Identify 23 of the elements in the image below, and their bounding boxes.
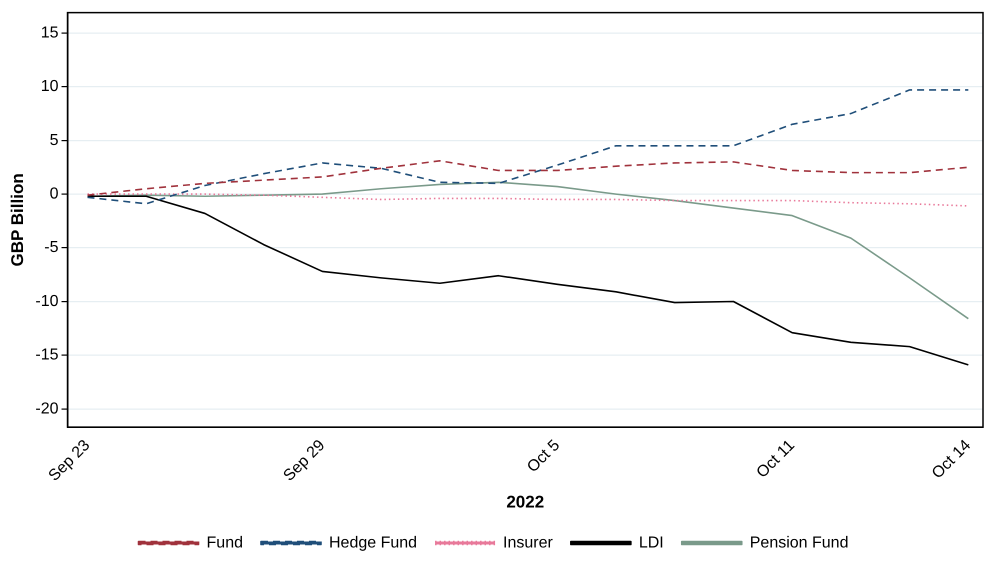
x-tick-label: Oct 14	[928, 436, 974, 482]
legend-label: Insurer	[503, 534, 554, 552]
legend-label: LDI	[638, 534, 664, 552]
y-tick-label: -20	[35, 400, 59, 418]
y-tick-label: 5	[50, 132, 59, 149]
x-tick-label: Oct 11	[754, 436, 798, 482]
x-axis-title: 2022	[506, 492, 544, 512]
y-axis-title: GBP Billion	[8, 173, 27, 266]
legend-label: Hedge Fund	[328, 534, 418, 552]
y-tick-label: 10	[40, 78, 59, 96]
legend-label: Pension Fund	[750, 534, 848, 552]
legend-label: Fund	[206, 534, 243, 552]
line-series	[86, 193, 970, 207]
x-tick-label: Oct 5	[524, 436, 564, 476]
y-tick-label: -10	[35, 292, 59, 310]
y-tick-label: -15	[35, 346, 59, 364]
y-tick-label: 15	[40, 24, 59, 42]
line-series	[86, 89, 970, 205]
y-tick-label: 0	[50, 186, 59, 203]
x-tick-label: Sep 23	[46, 436, 94, 485]
line-series	[86, 160, 970, 196]
y-tick-label: -5	[44, 239, 59, 256]
x-tick-label: Sep 29	[280, 436, 328, 485]
